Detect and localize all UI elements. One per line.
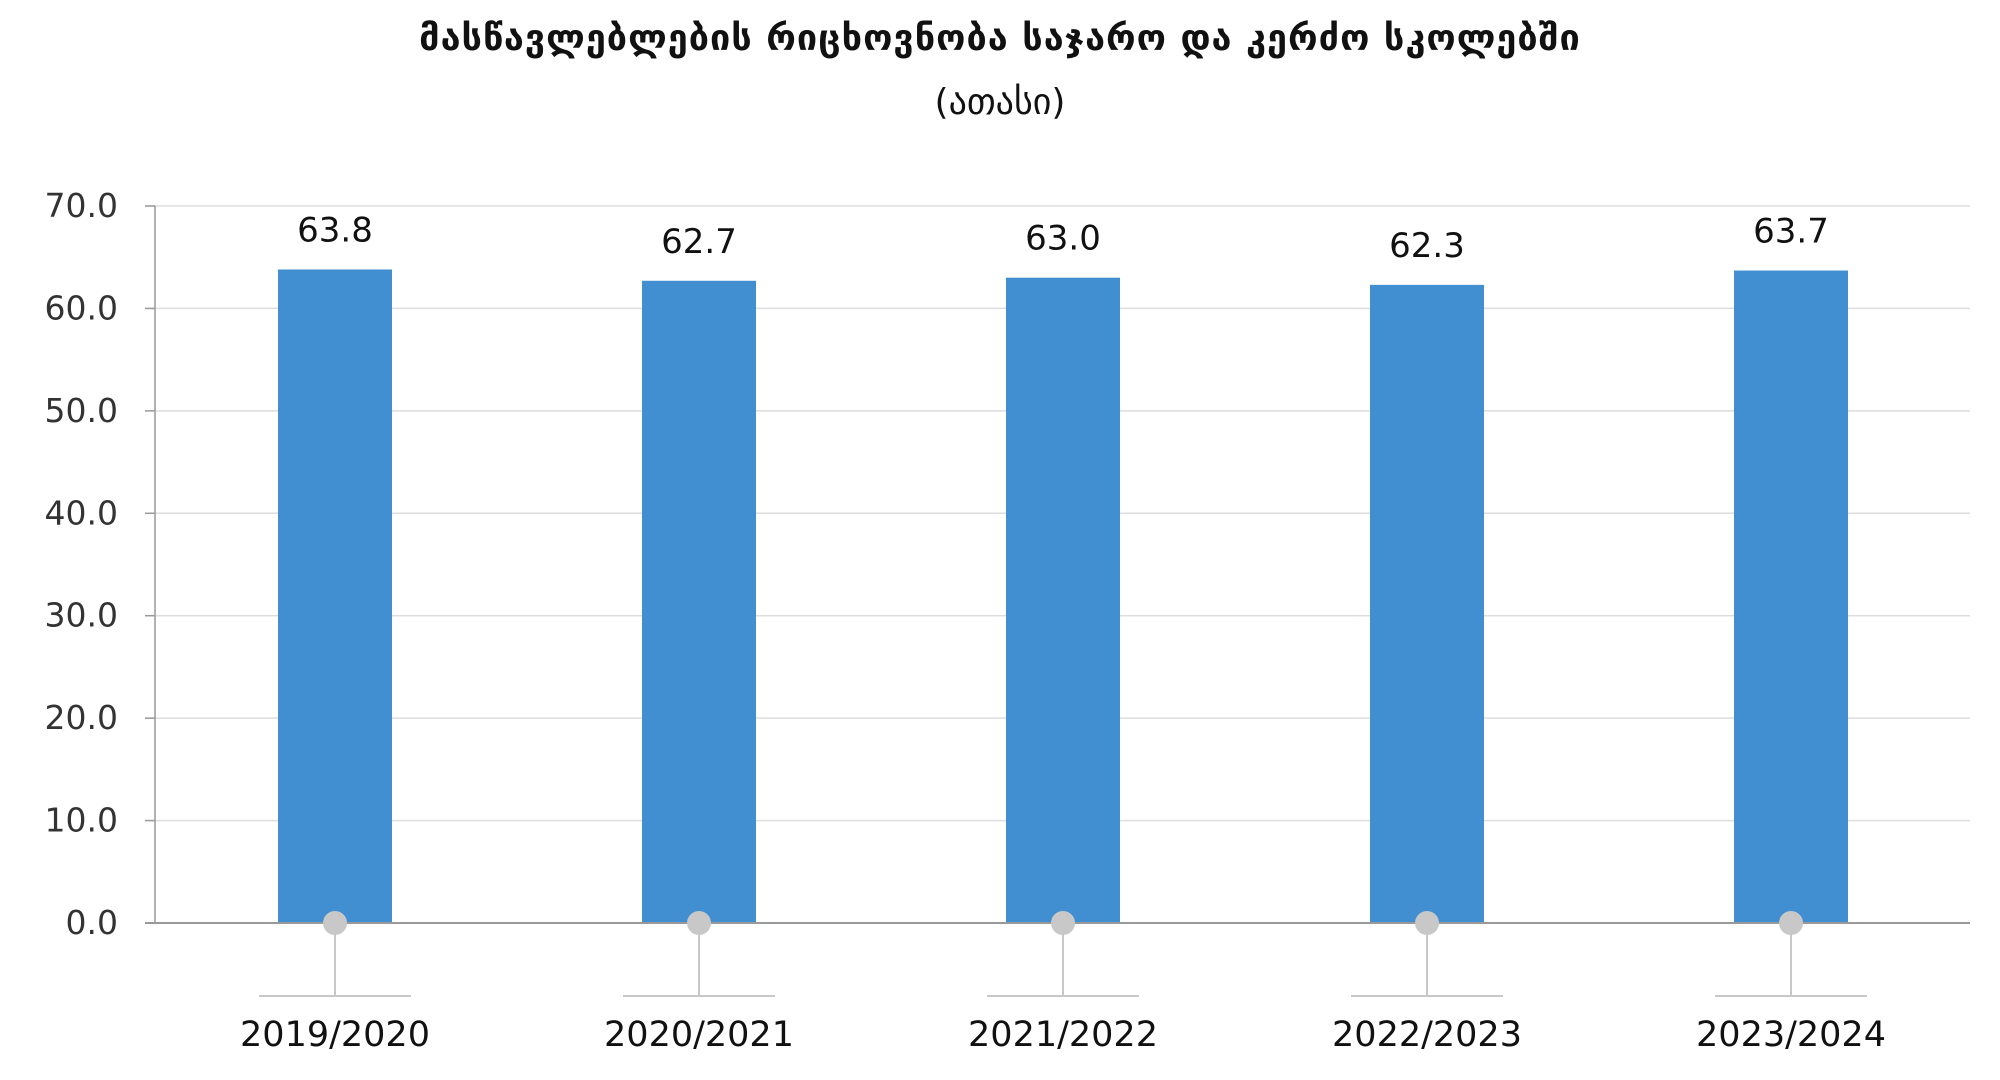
- data-label: 63.7: [1753, 212, 1829, 252]
- y-tick-label: 30.0: [45, 596, 118, 635]
- y-tick-label: 40.0: [45, 493, 118, 532]
- category-marker: [1051, 911, 1075, 935]
- category-marker: [1779, 911, 1803, 935]
- data-label: 63.8: [297, 211, 373, 251]
- bar: [1006, 277, 1120, 923]
- y-tick-label: 0.0: [66, 903, 118, 942]
- x-category-label: 2020/2021: [604, 1015, 794, 1055]
- data-label: 62.3: [1389, 226, 1465, 266]
- category-marker: [1415, 911, 1439, 935]
- bar: [1734, 270, 1848, 923]
- data-label: 63.0: [1025, 219, 1101, 259]
- chart-subtitle: (ათასი): [934, 82, 1066, 123]
- y-tick-label: 60.0: [45, 288, 118, 327]
- bar: [278, 269, 392, 923]
- x-category-label: 2022/2023: [1332, 1015, 1522, 1055]
- y-tick-label: 70.0: [45, 186, 118, 225]
- x-category-label: 2019/2020: [240, 1015, 430, 1055]
- x-category-label: 2023/2024: [1696, 1015, 1886, 1055]
- x-category-label: 2021/2022: [968, 1015, 1158, 1055]
- bar: [1370, 284, 1484, 923]
- category-marker: [323, 911, 347, 935]
- bar: [642, 280, 756, 924]
- y-tick-label: 20.0: [45, 698, 118, 737]
- chart-title: მასწავლებლების რიცხოვნობა საჯარო და კერძ…: [419, 18, 1581, 59]
- y-tick-label: 50.0: [45, 391, 118, 430]
- y-tick-label: 10.0: [45, 801, 118, 840]
- category-marker: [687, 911, 711, 935]
- data-label: 62.7: [661, 222, 737, 262]
